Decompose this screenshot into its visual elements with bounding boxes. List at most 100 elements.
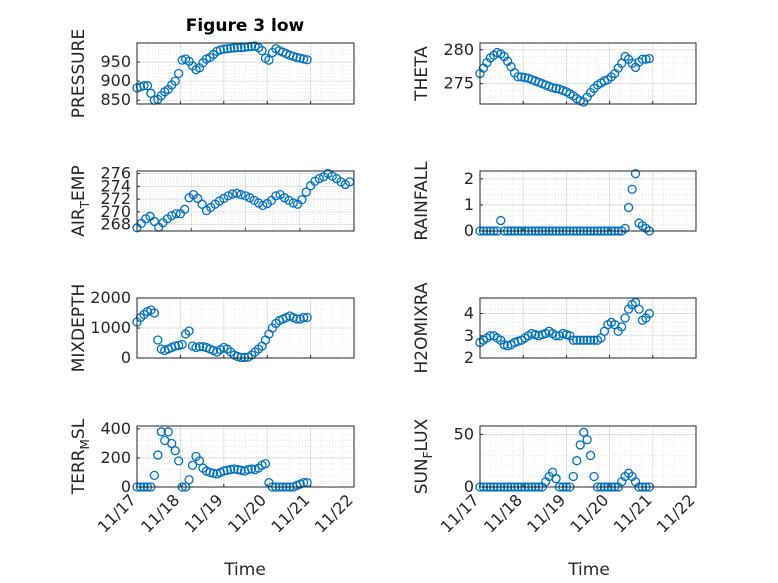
theta-data-point	[513, 72, 523, 82]
h2omixra-data-point	[644, 308, 654, 319]
mixdepth-data-point	[174, 340, 184, 351]
h2omixra-data-point	[617, 322, 627, 332]
terr_msl-x-tick-label: 11/17	[94, 490, 140, 536]
x-axis-label-left: Time	[223, 560, 266, 580]
sun_flux-data-point	[579, 427, 589, 437]
sun_flux-data-point	[551, 473, 561, 484]
mixdepth-data-point	[292, 314, 302, 324]
air_temp-data-point	[149, 216, 160, 227]
mixdepth-data-point	[233, 351, 243, 362]
mixdepth-y-tick-label: 1000	[90, 318, 131, 337]
pressure-data-point	[299, 54, 309, 64]
pressure-data-point	[170, 76, 180, 86]
terr_msl-data-point	[236, 465, 246, 475]
h2omixra-data-point	[568, 335, 578, 345]
terr_msl-data-point	[222, 465, 232, 475]
sun_flux-x-tick-label: 11/18	[480, 490, 526, 536]
theta-data-point	[516, 72, 527, 82]
terr_msl-data-point	[174, 456, 184, 466]
air_temp-data-point	[232, 188, 242, 198]
terr_msl-y-tick-label: 400	[100, 419, 131, 438]
terr_msl-x-tick-label: 11/19	[181, 490, 227, 536]
terr_msl-data-point	[156, 427, 166, 437]
mixdepth-data-point	[299, 312, 309, 323]
mixdepth-data-point	[170, 341, 180, 351]
rainfall-y-tick-label: 0	[464, 221, 474, 240]
air_temp-data-point	[297, 195, 307, 205]
mixdepth-data-point	[177, 339, 187, 350]
terr_msl-x-tick-label: 11/22	[311, 490, 357, 536]
air_temp-data-point	[171, 209, 181, 219]
pressure-y-axis-label: PRESSURE	[69, 29, 89, 118]
sun_flux-x-tick-label: 11/17	[437, 490, 483, 536]
mixdepth-data-point	[191, 342, 201, 353]
air_temp-data-point	[236, 189, 246, 200]
sun_flux-data-point	[589, 471, 599, 482]
terr_msl-data-point	[205, 467, 215, 478]
air_temp-data-point	[301, 187, 311, 197]
sun_flux-x-tick-label: 11/19	[523, 490, 569, 536]
h2omixra-data-point	[579, 335, 589, 345]
pressure-data-point	[302, 55, 312, 65]
sun_flux-axes-box	[479, 425, 697, 488]
sun_flux-x-tick-label: 11/21	[610, 490, 656, 536]
pressure-data-point	[229, 43, 239, 53]
pressure-data-point	[264, 55, 274, 65]
pressure-data-point	[236, 42, 246, 53]
pressure-data-point	[233, 42, 243, 53]
air_temp-y-tick-label: 270	[100, 202, 131, 221]
sun_flux-data-point	[582, 435, 592, 445]
mixdepth-data-point	[184, 326, 194, 336]
terr_msl-data-point	[233, 464, 243, 475]
mixdepth-y-tick-label: 0	[121, 348, 131, 367]
mixdepth-data-point	[302, 312, 312, 323]
pressure-data-point	[246, 41, 257, 52]
h2omixra-data-point	[582, 335, 592, 345]
mixdepth-data-point	[149, 308, 160, 318]
terr_msl-data-point	[187, 460, 198, 470]
air_temp-y-tick-label: 268	[100, 215, 131, 234]
mixdepth-data-point	[236, 352, 246, 363]
sun_flux-x-tick-label: 11/20	[566, 490, 612, 536]
pressure-data-point	[139, 81, 149, 91]
air_temp-data-point	[258, 200, 268, 211]
theta-data-point	[644, 53, 654, 64]
sun_flux-data-point	[572, 456, 582, 466]
pressure-data-point	[295, 53, 305, 63]
air_temp-data-point	[180, 204, 190, 214]
terr_msl-data-point	[246, 464, 257, 474]
terr_msl-data-point	[229, 464, 239, 474]
h2omixra-data-point	[620, 313, 630, 323]
air_temp-data-point	[193, 193, 203, 204]
terr_msl-x-tick-label: 11/20	[224, 490, 270, 536]
rainfall-data-point	[630, 168, 641, 179]
terr_msl-data-point	[243, 464, 253, 475]
theta-y-tick-label: 275	[443, 74, 474, 93]
terr_msl-data-point	[208, 468, 219, 478]
pressure-data-point	[219, 44, 229, 54]
terr_msl-data-point	[260, 459, 271, 469]
terr_msl-data-point	[219, 466, 229, 476]
air_temp-axes-box	[136, 170, 355, 232]
h2omixra-data-point	[572, 335, 582, 345]
air_temp-data-point	[288, 198, 298, 208]
sun_flux-data-point	[575, 440, 585, 450]
rainfall-data-point	[496, 215, 506, 226]
theta-data-point	[547, 83, 558, 93]
mixdepth-axes-box	[136, 297, 355, 359]
terr_msl-y-axis-label: TERRMSL	[69, 418, 92, 495]
pressure-data-point	[292, 52, 302, 63]
terr_msl-data-point	[226, 464, 236, 475]
air_temp-data-point	[314, 174, 324, 184]
terr_msl-data-point	[170, 446, 180, 456]
terr_msl-data-point	[167, 438, 177, 449]
terr_msl-x-tick-label: 11/18	[137, 490, 183, 536]
theta-data-point	[641, 54, 651, 64]
terr_msl-data-point	[153, 450, 163, 460]
rainfall-y-tick-label: 1	[464, 195, 474, 214]
rainfall-axes-box	[479, 170, 697, 232]
terr_msl-x-tick-label: 11/21	[267, 490, 313, 536]
air_temp-y-tick-label: 272	[100, 189, 131, 208]
rainfall-data-point	[623, 202, 634, 213]
